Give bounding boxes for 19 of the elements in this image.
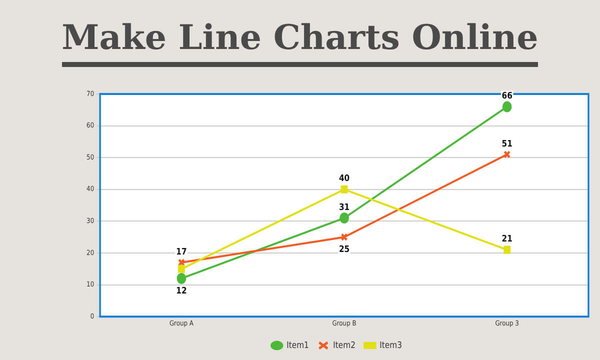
data-label: 21 — [502, 233, 513, 244]
point — [502, 101, 512, 112]
data-label: 25 — [338, 243, 350, 254]
legend-label: Item1 — [286, 339, 309, 350]
chart-title: Make Line Charts Online — [62, 18, 538, 67]
point — [178, 264, 185, 273]
legend-label: Item2 — [333, 339, 356, 350]
point — [340, 233, 348, 242]
data-label: 31 — [338, 201, 350, 212]
point — [340, 212, 349, 224]
data-label: 40 — [338, 172, 350, 184]
point — [340, 185, 348, 194]
data-label: 17 — [176, 246, 187, 257]
legend-label: Item3 — [380, 339, 402, 350]
point — [176, 272, 186, 284]
data-label: 12 — [176, 284, 187, 296]
point — [504, 246, 511, 254]
data-label: 66 — [502, 90, 513, 101]
data-label: 51 — [502, 138, 513, 148]
